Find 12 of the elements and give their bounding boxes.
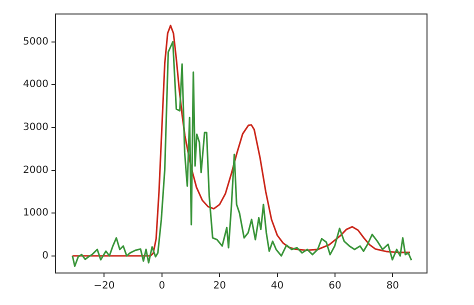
x-tick-label: 80 [386,280,400,292]
x-tick-label: 20 [213,280,226,292]
x-tick-label: 60 [328,280,342,292]
x-tick-label: 0 [158,280,166,292]
y-tick-label: 3000 [22,122,48,134]
x-tick-label: 40 [270,280,284,292]
y-tick-label: 2000 [22,164,48,176]
y-tick-label: 4000 [22,79,48,90]
y-tick-label: 5000 [22,36,48,48]
y-tick-label: 0 [42,250,48,262]
y-tick-label: 1000 [22,208,48,219]
x-tick-label: −20 [94,280,115,292]
